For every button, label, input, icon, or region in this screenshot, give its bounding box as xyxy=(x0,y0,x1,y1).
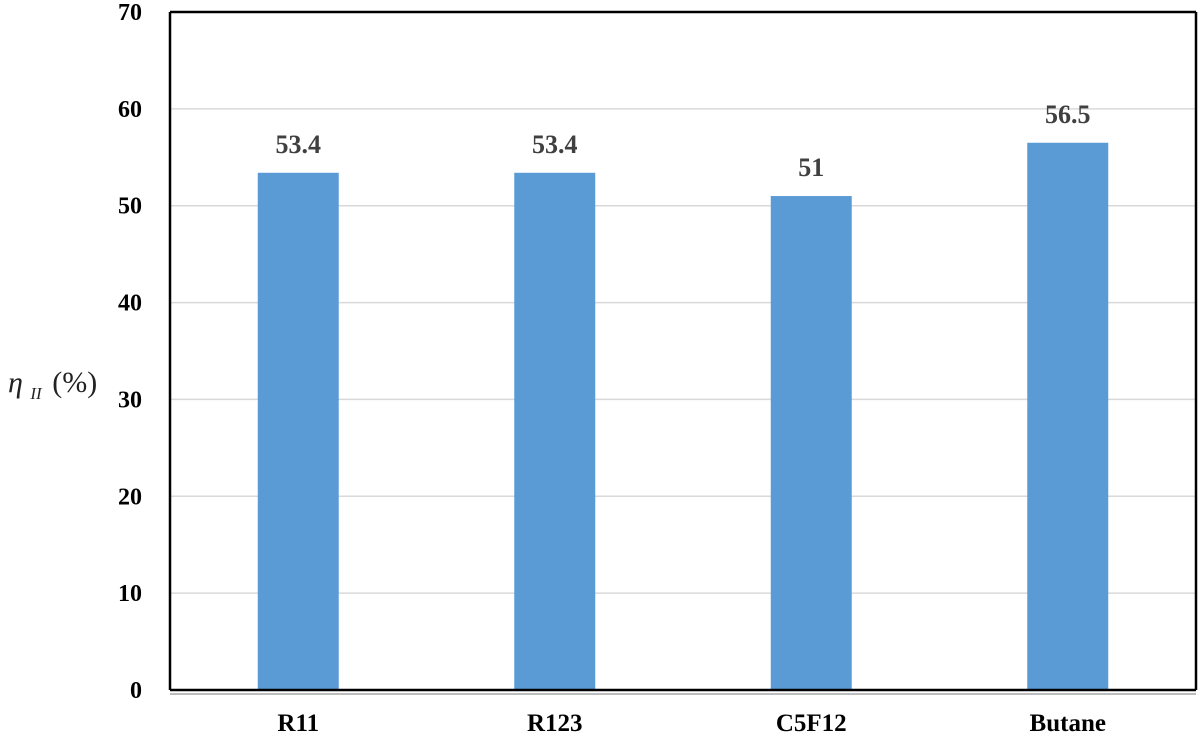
bar-c5f12 xyxy=(770,196,852,690)
bar-r11 xyxy=(257,172,339,691)
x-category-label-r123: R123 xyxy=(527,710,583,737)
y-tick-label: 50 xyxy=(118,194,142,220)
bar-butane xyxy=(1027,142,1109,690)
y-axis-subscript: II xyxy=(29,384,43,403)
x-category-label-r11: R11 xyxy=(277,710,319,737)
bars xyxy=(257,142,1109,691)
y-tick-label: 60 xyxy=(118,97,142,123)
y-axis-title: η II (%) xyxy=(8,366,97,406)
y-tick-label: 30 xyxy=(118,387,142,413)
y-tick-label: 20 xyxy=(118,484,142,510)
data-label-r123: 53.4 xyxy=(532,130,578,159)
data-labels: 53.4 53.4 51 56.5 xyxy=(276,100,1091,182)
bar-r123 xyxy=(514,172,596,691)
x-category-label-c5f12: C5F12 xyxy=(776,710,847,737)
y-tick-label: 0 xyxy=(130,678,142,704)
x-category-labels: R11 R123 C5F12 Butane xyxy=(277,710,1106,737)
y-tick-label: 10 xyxy=(118,581,142,607)
x-category-label-butane: Butane xyxy=(1030,710,1106,737)
y-tick-labels: 0 10 20 30 40 50 60 70 xyxy=(118,0,142,704)
gridlines xyxy=(170,108,1196,594)
y-axis-unit: (%) xyxy=(52,366,97,399)
data-label-c5f12: 51 xyxy=(798,153,824,182)
data-label-r11: 53.4 xyxy=(276,130,322,159)
data-label-butane: 56.5 xyxy=(1045,100,1091,129)
y-axis-symbol: η xyxy=(8,366,23,399)
y-tick-label: 40 xyxy=(118,291,142,317)
y-tick-label: 70 xyxy=(118,0,142,26)
axes xyxy=(168,10,1198,695)
